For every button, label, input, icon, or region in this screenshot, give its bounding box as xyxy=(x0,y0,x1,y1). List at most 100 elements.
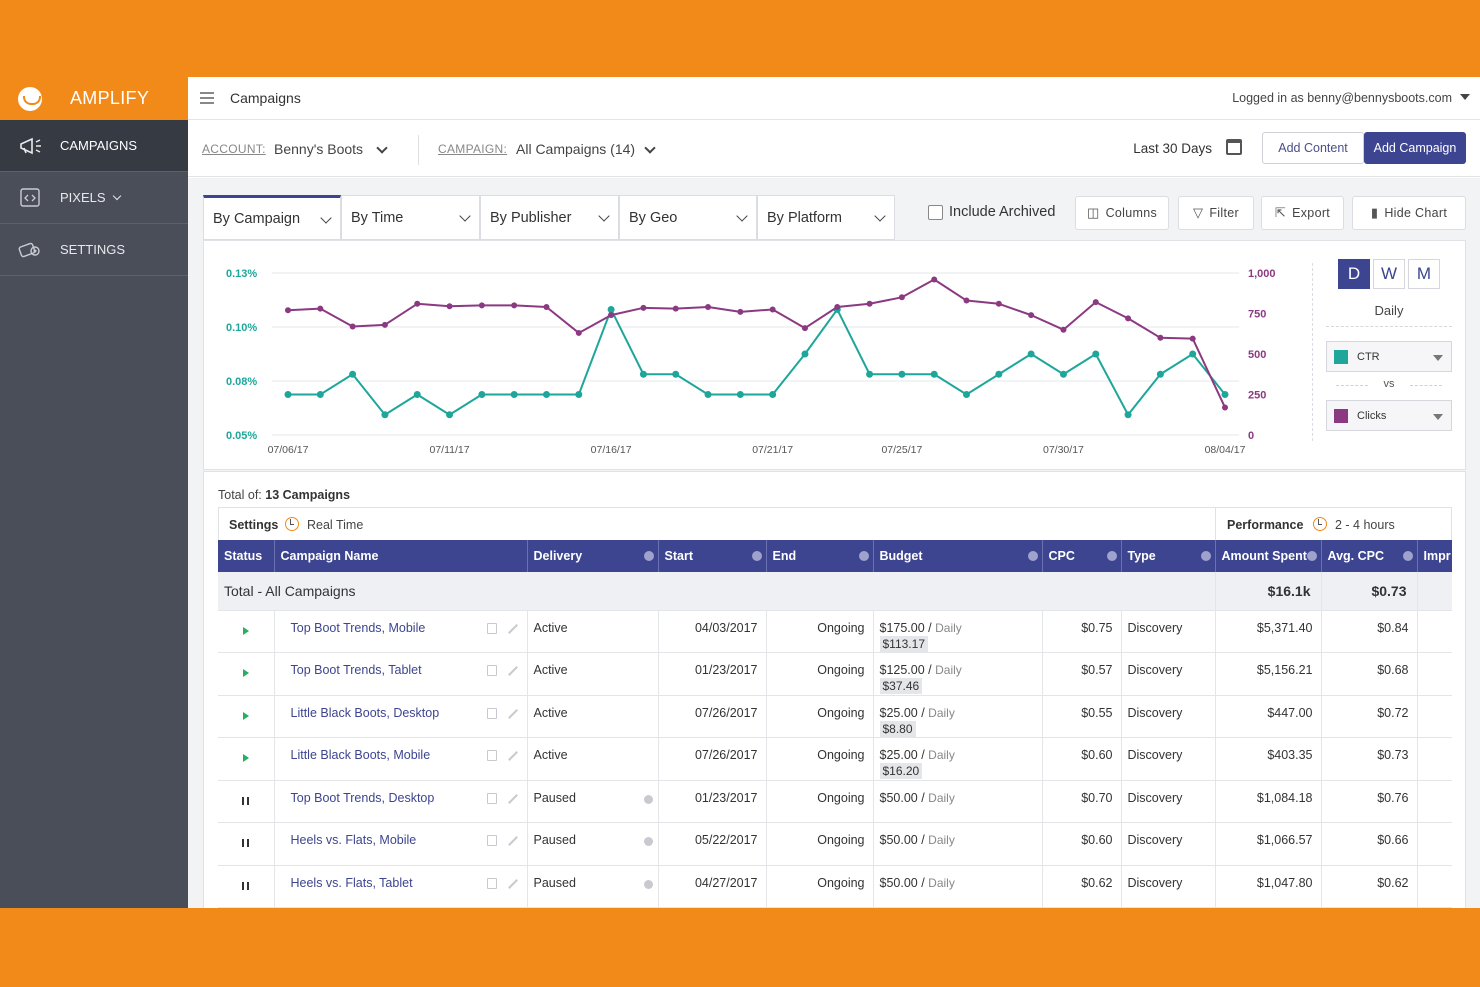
campaign-name-cell[interactable]: Little Black Boots, Mobile xyxy=(274,737,528,781)
brand[interactable]: AMPLIFY xyxy=(0,77,188,120)
sidebar-item-settings[interactable]: SETTINGS xyxy=(0,224,188,276)
status-cell[interactable] xyxy=(218,652,275,696)
column-header-status[interactable]: Status xyxy=(218,540,275,572)
column-header-budget[interactable]: Budget xyxy=(873,540,1043,572)
chevron-down-icon[interactable] xyxy=(376,142,388,154)
metric-a-select[interactable]: CTR xyxy=(1326,341,1452,372)
tab-by-campaign[interactable]: By Campaign xyxy=(203,195,341,240)
export-button[interactable]: ⇱ Export xyxy=(1261,196,1344,230)
add-campaign-button[interactable]: Add Campaign xyxy=(1364,132,1466,164)
campaign-name-link[interactable]: Heels vs. Flats, Tablet xyxy=(290,875,413,890)
info-icon[interactable] xyxy=(643,837,653,846)
table-row[interactable]: Top Boot Trends, Desktop Paused 01/23/2017… xyxy=(218,780,1452,823)
status-cell[interactable] xyxy=(218,865,275,908)
metric-b-select[interactable]: Clicks xyxy=(1326,400,1452,431)
play-icon[interactable] xyxy=(242,754,249,762)
campaign-name-cell[interactable]: Heels vs. Flats, Tablet xyxy=(274,865,528,908)
campaign-name-link[interactable]: Top Boot Trends, Mobile xyxy=(290,620,426,635)
pause-icon[interactable] xyxy=(242,839,250,847)
pause-icon[interactable] xyxy=(242,796,250,805)
campaign-name-cell[interactable]: Top Boot Trends, Desktop xyxy=(274,780,528,823)
caret-down-icon[interactable] xyxy=(1460,94,1470,100)
help-icon[interactable] xyxy=(858,551,869,561)
edit-icon[interactable] xyxy=(507,623,518,634)
pause-icon[interactable] xyxy=(242,881,250,890)
date-range[interactable]: Last 30 Days xyxy=(1133,141,1212,156)
column-header-type[interactable]: Type xyxy=(1121,540,1216,572)
info-icon[interactable] xyxy=(643,794,653,804)
calendar-icon[interactable] xyxy=(1226,139,1242,155)
copy-icon[interactable] xyxy=(486,792,497,804)
campaign-name-cell[interactable]: Top Boot Trends, Mobile xyxy=(274,610,528,653)
user-menu[interactable]: Logged in as benny@bennysboots.com xyxy=(1232,91,1452,105)
period-weekly-button[interactable]: W xyxy=(1373,259,1405,289)
play-icon[interactable] xyxy=(242,711,249,720)
status-cell[interactable] xyxy=(218,822,275,866)
include-archived-checkbox[interactable] xyxy=(928,204,943,220)
help-icon[interactable] xyxy=(1106,551,1117,561)
campaign-name-link[interactable]: Little Black Boots, Mobile xyxy=(290,748,431,762)
help-icon[interactable] xyxy=(1402,551,1413,561)
column-header-cpc[interactable]: CPC xyxy=(1042,540,1122,572)
help-icon[interactable] xyxy=(751,551,762,561)
copy-icon[interactable] xyxy=(486,750,497,761)
sidebar-item-campaigns[interactable]: CAMPAIGNS xyxy=(0,120,188,172)
status-cell[interactable] xyxy=(218,695,275,738)
period-daily-button[interactable]: D xyxy=(1338,259,1370,289)
edit-icon[interactable] xyxy=(507,836,518,846)
account-select[interactable]: Benny's Boots xyxy=(274,141,364,157)
tab-by-geo[interactable]: By Geo xyxy=(619,195,757,240)
table-row[interactable]: Top Boot Trends, Tablet Active 01/23/2017 O… xyxy=(218,652,1452,696)
edit-icon[interactable] xyxy=(507,666,518,676)
edit-icon[interactable] xyxy=(507,878,518,889)
campaign-name-link[interactable]: Top Boot Trends, Desktop xyxy=(290,790,435,805)
column-header-impressions[interactable]: Impr xyxy=(1417,540,1452,572)
campaign-name-cell[interactable]: Top Boot Trends, Tablet xyxy=(274,652,528,696)
hide-chart-button[interactable]: ▮ Hide Chart xyxy=(1352,196,1466,230)
status-cell[interactable] xyxy=(218,610,275,653)
table-scroll[interactable]: Status Campaign Name Delivery Start End … xyxy=(218,540,1452,908)
column-header-start[interactable]: Start xyxy=(658,540,767,572)
campaign-name-cell[interactable]: Heels vs. Flats, Mobile xyxy=(274,822,528,866)
table-row[interactable]: Heels vs. Flats, Mobile Paused 05/22/2017 O… xyxy=(218,822,1452,866)
campaign-name-cell[interactable]: Little Black Boots, Desktop xyxy=(274,695,528,738)
status-cell[interactable] xyxy=(218,737,275,781)
edit-icon[interactable] xyxy=(507,793,518,804)
play-icon[interactable] xyxy=(242,626,249,635)
edit-icon[interactable] xyxy=(507,708,518,719)
status-cell[interactable] xyxy=(218,780,275,823)
copy-icon[interactable] xyxy=(486,835,497,846)
column-header-amount-spent[interactable]: Amount Spent xyxy=(1215,540,1322,572)
help-icon[interactable] xyxy=(1306,551,1317,561)
help-icon[interactable] xyxy=(1200,551,1211,561)
chevron-down-icon[interactable] xyxy=(644,142,656,154)
play-icon[interactable] xyxy=(242,669,249,677)
campaign-select[interactable]: All Campaigns (14) xyxy=(516,141,636,157)
table-row[interactable]: Little Black Boots, Mobile Active 07/26/20… xyxy=(218,737,1452,781)
info-icon[interactable] xyxy=(643,879,653,889)
copy-icon[interactable] xyxy=(486,707,497,719)
column-header-name[interactable]: Campaign Name xyxy=(274,540,528,572)
filter-button[interactable]: ▽ Filter xyxy=(1178,196,1254,230)
tab-by-platform[interactable]: By Platform xyxy=(757,195,895,240)
campaign-name-link[interactable]: Little Black Boots, Desktop xyxy=(290,705,440,720)
help-icon[interactable] xyxy=(1027,551,1038,561)
table-row[interactable]: Top Boot Trends, Mobile Active 04/03/2017 O… xyxy=(218,610,1452,653)
column-header-delivery[interactable]: Delivery xyxy=(527,540,659,572)
include-archived[interactable]: Include Archived xyxy=(928,204,1055,220)
columns-button[interactable]: ◫ Columns xyxy=(1075,196,1169,230)
tab-by-time[interactable]: By Time xyxy=(341,195,480,240)
edit-icon[interactable] xyxy=(507,751,518,761)
table-row[interactable]: Little Black Boots, Desktop Active 07/26/2… xyxy=(218,695,1452,738)
period-monthly-button[interactable]: M xyxy=(1408,259,1440,289)
table-row[interactable]: Heels vs. Flats, Tablet Paused 04/27/2017 O… xyxy=(218,865,1452,908)
sidebar-item-pixels[interactable]: PIXELS xyxy=(0,172,188,224)
copy-icon[interactable] xyxy=(486,622,497,634)
column-header-end[interactable]: End xyxy=(766,540,874,572)
copy-icon[interactable] xyxy=(486,665,497,676)
campaign-name-link[interactable]: Heels vs. Flats, Mobile xyxy=(290,833,417,847)
menu-icon[interactable] xyxy=(200,92,214,104)
campaign-name-link[interactable]: Top Boot Trends, Tablet xyxy=(290,663,422,677)
add-content-button[interactable]: Add Content xyxy=(1262,132,1364,164)
column-header-avg-cpc[interactable]: Avg. CPC xyxy=(1321,540,1418,572)
